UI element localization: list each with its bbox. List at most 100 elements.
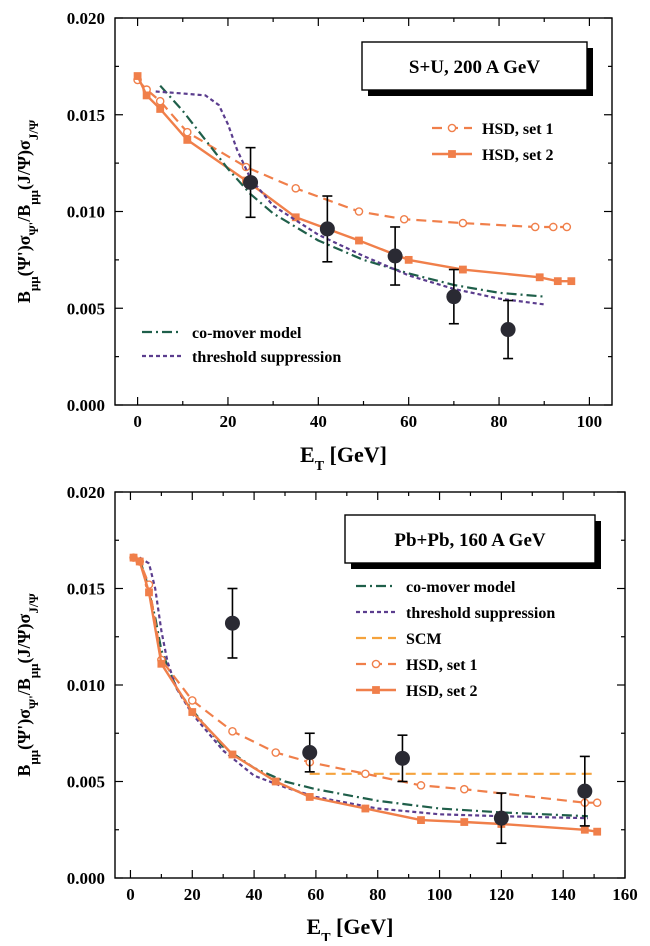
chart-title: Pb+Pb, 160 A GeV <box>394 530 546 551</box>
series-point-hsd-set-1 <box>416 781 426 790</box>
data-point <box>500 322 516 338</box>
series-line-hsd-set-1 <box>132 556 598 804</box>
legend-label-co-mover-model: co-mover model <box>192 325 302 342</box>
y-tick-label: 0.010 <box>67 676 105 695</box>
x-tick-label: 40 <box>246 885 263 904</box>
series-point-hsd-set-1 <box>458 218 468 228</box>
y-tick-label: 0.020 <box>67 483 105 502</box>
series-point-hsd-set-1 <box>187 696 197 705</box>
legend-marker-hsd-set-2 <box>372 686 380 694</box>
y-tick-label: 0.005 <box>67 773 105 792</box>
series-point-hsd-set-1 <box>155 96 165 106</box>
x-tick-label: 100 <box>427 885 453 904</box>
y-tick-label: 0.015 <box>67 106 105 125</box>
x-tick-label: 60 <box>307 885 324 904</box>
y-tick-label: 0.020 <box>67 9 105 28</box>
x-tick-label: 60 <box>400 412 417 431</box>
y-tick-label: 0.005 <box>67 299 105 318</box>
x-tick-label: 80 <box>491 412 508 431</box>
legend-label-hsd-set-1: HSD, set 1 <box>482 121 554 138</box>
series-point-hsd-set-2 <box>567 277 576 286</box>
chart-panel-1: 0 20 40 60 80 100 0.000 0.005 0.010 0.015 0.020 ET … <box>14 9 613 474</box>
chart-panel-2: 0 20 40 60 80 100 120 140 160 0.000 0.005 0.010 0.01… <box>14 483 638 946</box>
series-point-hsd-set-2 <box>404 255 413 264</box>
series-point-hsd-set-2 <box>271 777 280 786</box>
title-box <box>361 41 588 91</box>
x-tick-label: 80 <box>369 885 386 904</box>
x-tick-label: 0 <box>126 885 135 904</box>
y-tick-label: 0.000 <box>67 869 105 888</box>
x-tick-label: 100 <box>577 412 603 431</box>
series-point-hsd-set-2 <box>157 659 166 668</box>
chart-title: S+U, 200 A GeV <box>409 57 540 78</box>
legend-marker-hsd-set-1 <box>447 123 457 133</box>
series-point-hsd-set-1 <box>459 784 469 794</box>
x-tick-label: 120 <box>489 885 515 904</box>
series-point-hsd-set-2 <box>580 825 589 834</box>
x-tick-label: 0 <box>133 412 142 431</box>
y-axis-title: Bμμ(Ψ')σΨ'/Bμμ(J/Ψ)σJ/Ψ <box>14 593 41 777</box>
series-point-hsd-set-1 <box>592 798 602 808</box>
data-point <box>577 783 593 799</box>
series-point-hsd-set-2 <box>228 750 237 759</box>
series-point-hsd-set-2 <box>135 557 144 566</box>
x-tick-label: 20 <box>184 885 201 904</box>
series-point-hsd-set-2 <box>460 818 469 826</box>
legend-label-threshold-suppression: threshold suppression <box>406 605 555 622</box>
x-tick-label: 20 <box>219 412 236 431</box>
series-point-hsd-set-1 <box>291 183 301 193</box>
series-line-threshold-suppression <box>139 556 588 820</box>
y-tick-label: 0.015 <box>67 580 105 599</box>
data-point <box>446 289 462 305</box>
series-point-hsd-set-1 <box>354 207 364 216</box>
x-axis-title: ET [GeV] <box>300 442 387 474</box>
series-point-hsd-set-1 <box>562 222 572 232</box>
data-point <box>224 615 240 631</box>
series-point-hsd-set-2 <box>459 265 467 274</box>
x-tick-label: 160 <box>612 885 638 904</box>
series-point-hsd-set-2 <box>183 136 192 144</box>
series-point-hsd-set-2 <box>188 708 197 716</box>
series-point-hsd-set-2 <box>355 236 363 245</box>
series-point-hsd-set-1 <box>399 214 409 224</box>
series-point-hsd-set-1 <box>361 769 370 779</box>
series-point-hsd-set-2 <box>417 816 425 825</box>
legend-marker-hsd-set-1 <box>371 659 381 669</box>
legend-label-co-mover-model: co-mover model <box>406 579 516 596</box>
legend-marker-hsd-set-2 <box>448 150 456 158</box>
x-tick-label: 40 <box>310 412 327 431</box>
y-tick-label: 0.010 <box>67 203 105 222</box>
series-line-threshold-suppression <box>155 90 545 306</box>
legend-label-scm: SCM <box>406 631 442 648</box>
y-axis-title: Bμμ(Ψ')σΨ'/Bμμ(J/Ψ)σJ/Ψ <box>14 119 41 303</box>
x-axis-title: ET [GeV] <box>307 914 394 941</box>
series-point-hsd-set-2 <box>305 793 314 801</box>
series-point-hsd-set-1 <box>182 127 192 137</box>
series-point-hsd-set-2 <box>145 588 153 597</box>
series-line-hsd-set-2 <box>132 556 598 833</box>
series-point-hsd-set-2 <box>142 91 151 100</box>
data-point <box>302 745 318 761</box>
series-point-hsd-set-1 <box>271 748 281 757</box>
y-tick-label: 0.000 <box>67 396 105 415</box>
legend-label-hsd-set-1: HSD, set 1 <box>406 657 478 674</box>
series-point-hsd-set-2 <box>156 105 165 113</box>
series-point-hsd-set-2 <box>553 277 562 286</box>
series-point-hsd-set-2 <box>133 72 142 80</box>
series-line-co-mover-model <box>159 84 545 298</box>
legend-label-hsd-set-2: HSD, set 2 <box>482 147 554 164</box>
series-point-hsd-set-1 <box>228 727 237 736</box>
series-point-hsd-set-1 <box>530 222 540 232</box>
data-point <box>493 810 509 826</box>
legend-label-hsd-set-2: HSD, set 2 <box>406 683 478 700</box>
x-tick-label: 140 <box>550 885 576 904</box>
legend-label-threshold-suppression: threshold suppression <box>192 349 341 366</box>
series-point-hsd-set-2 <box>361 804 370 813</box>
series-point-hsd-set-2 <box>535 273 544 282</box>
data-point <box>394 750 410 766</box>
data-point <box>319 221 335 237</box>
title-box <box>344 514 596 564</box>
series-line-hsd-set-2 <box>136 75 572 283</box>
